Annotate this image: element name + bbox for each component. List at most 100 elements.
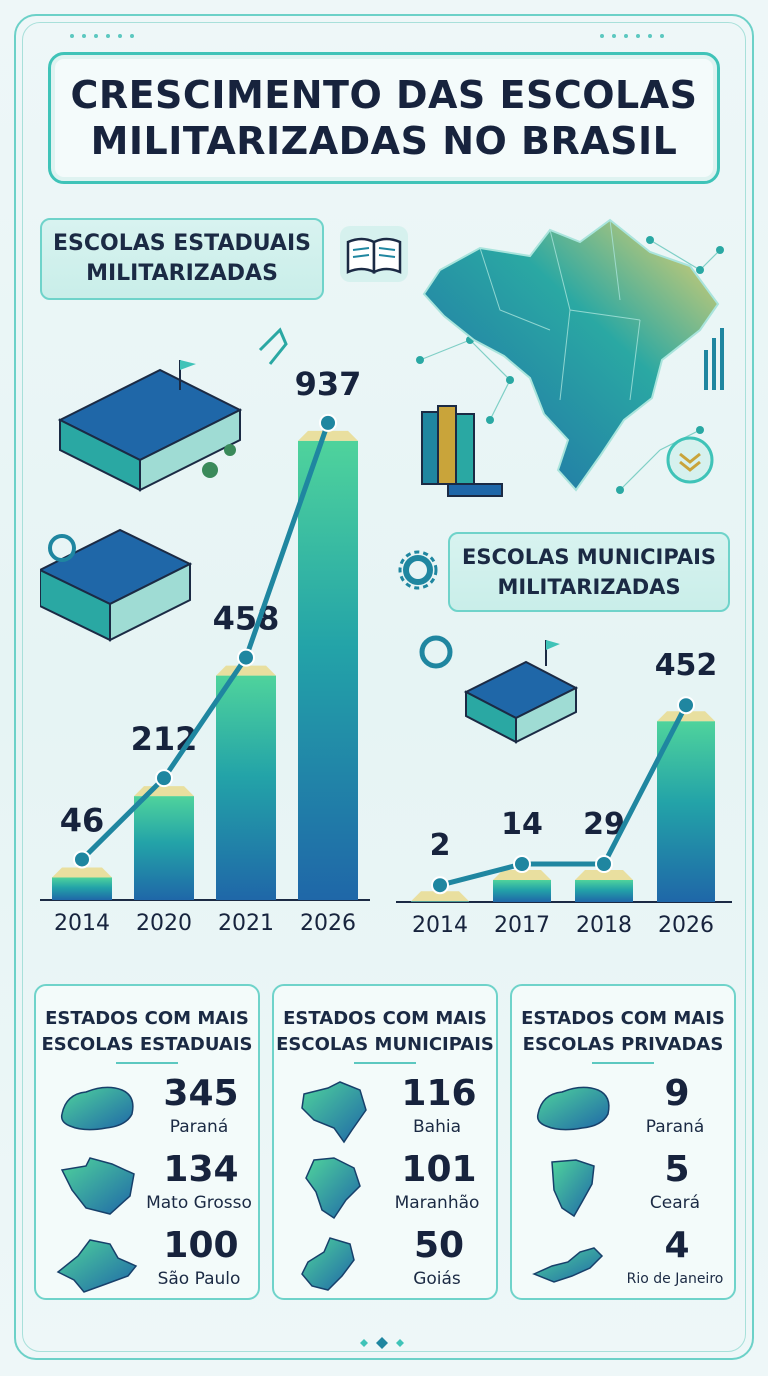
ranking-value: 134 xyxy=(163,1149,239,1190)
school-building-illustration xyxy=(419,635,579,744)
state-ranking-panel: ESTADOS COM MAIS ESCOLAS MUNICIPAIS 116 Ba… xyxy=(272,984,498,1300)
state-bar-cap xyxy=(298,430,358,441)
ranking-state-name: Maranhão xyxy=(394,1193,480,1213)
muni-trend-point xyxy=(677,696,695,715)
ranking-state-name: Paraná xyxy=(169,1117,229,1137)
muni-category-label: 2014 xyxy=(412,913,468,938)
title-box: CRESCIMENTO DAS ESCOLAS MILITARIZADAS NO… xyxy=(48,52,720,184)
ranking-row: 100 São Paulo xyxy=(36,1226,258,1306)
panel-heading: ESTADOS COM MAIS ESCOLAS ESTADUAIS xyxy=(41,1008,253,1055)
bahia-map-icon xyxy=(301,1081,367,1144)
state-value-label: 937 xyxy=(295,365,362,403)
state-chart-label: ESCOLAS ESTADUAIS MILITARIZADAS xyxy=(40,218,324,300)
inner-frame xyxy=(22,22,746,1352)
ranking-row: 134 Mato Grosso xyxy=(36,1150,258,1230)
parana-map-icon xyxy=(60,1086,134,1131)
ranking-value: 100 xyxy=(163,1225,239,1266)
gear-icon xyxy=(398,550,438,590)
muni-bar-2018 xyxy=(575,880,633,902)
ranking-row: 5 Ceará xyxy=(512,1150,734,1230)
ranking-state-name: Rio de Janeiro xyxy=(626,1271,724,1287)
muni-value-label: 14 xyxy=(501,807,543,842)
ranking-value: 4 xyxy=(664,1225,690,1266)
ranking-value: 9 xyxy=(664,1073,690,1114)
state-ranking-panel: ESTADOS COM MAIS ESCOLAS ESTADUAIS 345 Par… xyxy=(34,984,260,1300)
ranking-row: 9 Paraná xyxy=(512,1074,734,1154)
panel-heading: ESTADOS COM MAIS ESCOLAS MUNICIPAIS xyxy=(276,1008,494,1055)
state-bar-2026 xyxy=(298,440,358,900)
muni-bar-cap xyxy=(411,891,469,902)
footer-diamonds xyxy=(360,1337,404,1349)
panel-divider xyxy=(354,1062,416,1064)
state-category-label: 2026 xyxy=(300,911,356,936)
open-book-icon xyxy=(340,226,408,282)
muni-bar-cap xyxy=(657,711,715,722)
panel-heading: ESTADOS COM MAIS ESCOLAS PRIVADAS xyxy=(521,1008,725,1055)
state-bar-cap xyxy=(134,786,194,797)
gear-icon xyxy=(48,534,76,562)
state-value-label: 46 xyxy=(60,801,105,839)
state-bar-cap xyxy=(52,867,112,878)
muni-category-label: 2018 xyxy=(576,913,632,938)
state-bar-2021 xyxy=(216,675,276,900)
page-title: CRESCIMENTO DAS ESCOLAS MILITARIZADAS NO… xyxy=(70,73,698,163)
ranking-row: 116 Bahia xyxy=(274,1074,496,1154)
ranking-value: 345 xyxy=(163,1073,239,1114)
muni-bar-2017 xyxy=(493,880,551,902)
decor-dots xyxy=(70,34,134,38)
muni-trend-point xyxy=(595,855,613,873)
ranking-value: 50 xyxy=(413,1225,465,1266)
ranking-value: 116 xyxy=(401,1073,477,1114)
ranking-row: 4 Rio de Janeiro xyxy=(512,1226,734,1306)
decor-dots xyxy=(600,34,664,38)
state-category-label: 2021 xyxy=(218,911,274,936)
state-value-label: 458 xyxy=(213,600,280,638)
ranking-row: 50 Goiás xyxy=(274,1226,496,1306)
ranking-value: 101 xyxy=(401,1149,477,1190)
parana-map-icon xyxy=(536,1086,610,1131)
state-ranking-panel: ESTADOS COM MAIS ESCOLAS PRIVADAS 9 Paraná… xyxy=(510,984,736,1300)
rio-de-janeiro-map-icon xyxy=(532,1247,604,1283)
maranhao-map-icon xyxy=(305,1157,361,1220)
ceara-map-icon xyxy=(551,1159,595,1218)
ranking-state-name: Bahia xyxy=(413,1117,461,1137)
state-chart: 46 2014 212 2020 458 2021 937 2026 xyxy=(40,327,370,936)
books-icon xyxy=(421,405,503,497)
ranking-state-name: Goiás xyxy=(413,1269,461,1289)
mato-grosso-map-icon xyxy=(60,1157,135,1215)
muni-bar-cap xyxy=(493,870,551,880)
state-trend-point xyxy=(319,413,337,432)
muni-trend-line xyxy=(437,702,689,888)
state-bar-2020 xyxy=(134,796,194,900)
panel-divider xyxy=(592,1062,654,1064)
muni-value-label: 2 xyxy=(430,828,451,863)
outer-frame xyxy=(14,14,754,1360)
ranking-state-name: Paraná xyxy=(645,1117,705,1137)
state-category-label: 2020 xyxy=(136,911,192,936)
state-value-label: 212 xyxy=(131,720,198,758)
ranking-state-name: Mato Grosso xyxy=(146,1193,252,1213)
muni-category-label: 2017 xyxy=(494,913,550,938)
muni-bar-2014 xyxy=(411,901,469,902)
sao-paulo-map-icon xyxy=(56,1239,138,1293)
state-category-label: 2014 xyxy=(54,911,110,936)
state-bar-cap xyxy=(216,665,276,676)
ranking-row: 345 Paraná xyxy=(36,1074,258,1154)
state-trend-point xyxy=(155,769,173,788)
state-trend-line xyxy=(79,420,331,862)
ranking-value: 5 xyxy=(664,1149,690,1190)
gear-icon xyxy=(419,635,453,669)
muni-bar-2026 xyxy=(657,721,715,902)
state-trend-point xyxy=(73,850,91,869)
muni-category-label: 2026 xyxy=(658,913,714,938)
school-building-illustration xyxy=(40,327,288,642)
state-bar-2014 xyxy=(52,877,112,900)
state-trend-point xyxy=(237,648,255,667)
ranking-state-name: São Paulo xyxy=(157,1269,241,1289)
municipal-chart-label: ESCOLAS MUNICIPAIS MILITARIZADAS xyxy=(448,532,730,612)
brazil-map-illustration xyxy=(416,218,724,494)
ranking-row: 101 Maranhão xyxy=(274,1150,496,1230)
muni-bar-cap xyxy=(575,870,633,880)
muni-trend-point xyxy=(431,876,449,895)
